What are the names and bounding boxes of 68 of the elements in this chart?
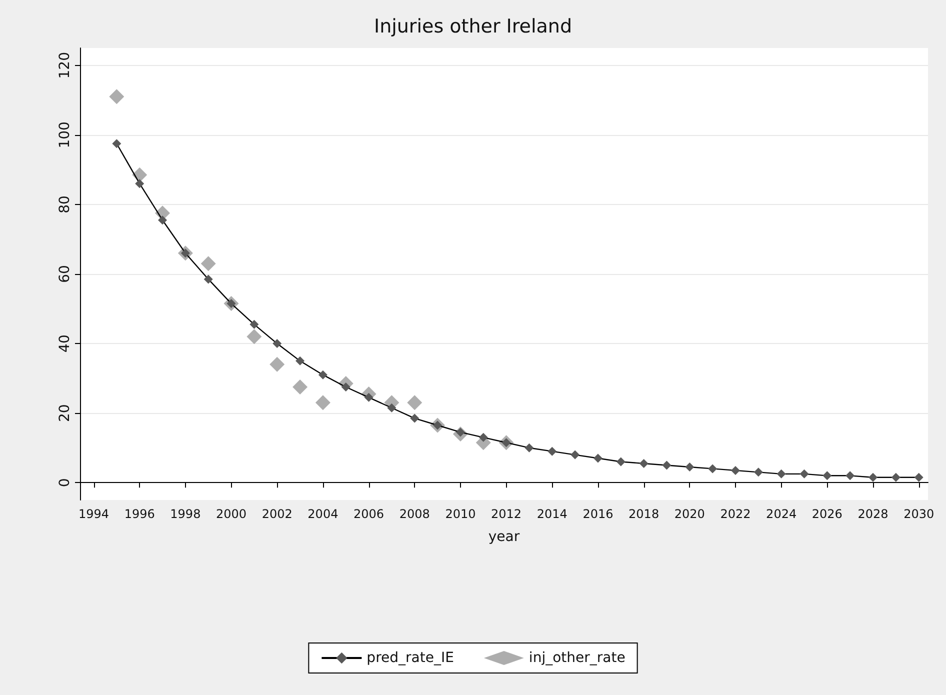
x-tick-label: 2010 [445,507,476,521]
x-tick-label: 2006 [354,507,384,521]
legend-label: inj_other_rate [528,650,626,666]
point [616,457,626,466]
point [296,356,305,366]
point [593,454,602,463]
point [387,403,396,412]
point [776,469,786,478]
point [341,382,350,392]
point [364,392,374,402]
point [318,370,328,380]
x-tick-label: 1994 [78,507,110,521]
y-tick-label: 80 [57,196,73,214]
x-tick-label: 2024 [766,507,797,521]
point [800,469,809,478]
x-tick-label: 2016 [582,507,614,521]
point [524,443,534,452]
point [708,464,718,474]
x-tick-label: 2004 [308,507,338,521]
point [730,466,740,475]
point [548,446,557,456]
x-tick-label: 2000 [216,507,247,521]
point [200,256,216,272]
x-tick-label: 2018 [628,507,660,521]
point [570,450,580,460]
x-tick-label: 2028 [858,507,888,521]
x-tick-label: 2012 [491,507,522,521]
point [272,339,282,348]
point [822,471,832,480]
point [270,356,285,372]
point [158,216,168,225]
x-tick-label: 2008 [399,507,430,521]
point [868,472,878,482]
x-tick-label: 2030 [904,507,934,521]
point [410,414,420,423]
point [204,274,213,284]
y-tick-label: 20 [57,404,73,422]
x-tick-label: 2022 [720,507,751,521]
legend-label: pred_rate_IE [366,650,454,666]
y-tick-label: 0 [57,478,73,488]
x-tick-label: 2020 [674,507,705,521]
chart-title: Injuries other Ireland [374,16,572,38]
x-tick-label: 2014 [536,507,568,521]
point [109,89,124,104]
y-tick-label: 40 [57,334,73,352]
point [292,380,308,394]
x-tick-label: 1996 [124,507,155,521]
point [685,462,694,472]
point [315,395,330,410]
x-tick-label: 2026 [812,507,842,521]
x-tick-label: 1998 [170,507,201,521]
point [914,472,924,482]
y-tick-label: 120 [57,52,73,79]
point [112,139,122,148]
point [846,471,855,480]
point [246,329,262,344]
y-tick-label: 60 [57,265,73,283]
point [478,432,488,442]
point [891,472,900,482]
point [135,179,144,188]
point [639,458,648,468]
point [754,468,763,477]
x-axis-title: year [488,529,520,545]
x-tick-label: 2002 [262,507,292,521]
point [407,395,422,410]
point [250,320,259,329]
point [662,460,672,470]
y-tick-label: 100 [57,122,73,148]
